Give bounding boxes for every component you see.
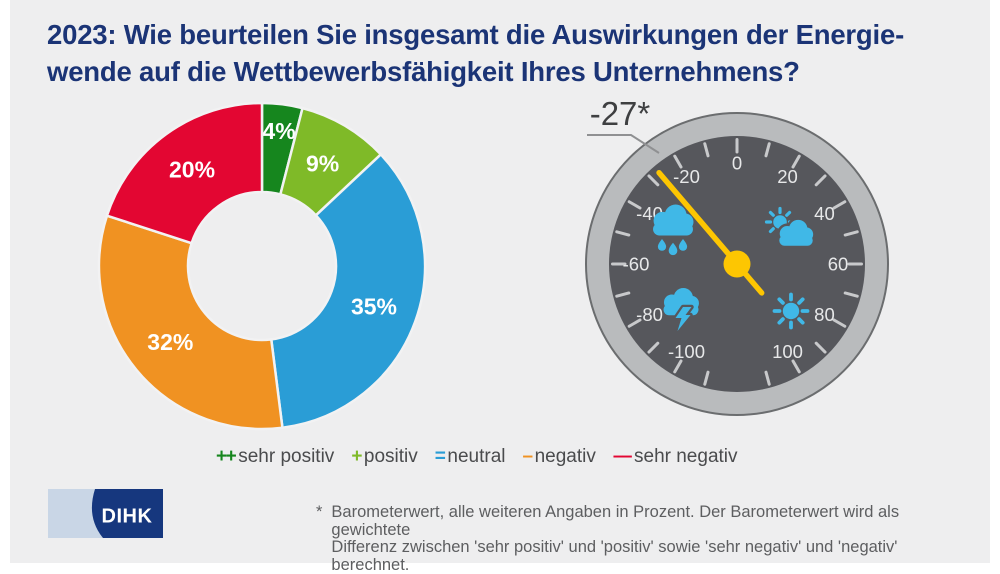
gauge-tick — [647, 341, 660, 354]
donut-label-negativ: 32% — [147, 329, 193, 355]
legend: ++ sehr positiv + positiv = neutral – ne… — [216, 446, 738, 468]
footnote-marker: * — [316, 503, 323, 521]
rain-cloud-icon — [653, 204, 694, 256]
legend-label-neutral: neutral — [447, 446, 506, 467]
chart-title: 2023: Wie beurteilen Sie insgesamt die A… — [47, 19, 905, 87]
legend-symbol-negativ: – — [522, 446, 534, 467]
donut-segment-neutral — [270, 153, 427, 429]
donut-chart-container: 4% 9% 35% 32% 20% — [94, 98, 430, 434]
gauge-tick — [764, 370, 771, 386]
gauge-tick — [673, 359, 683, 374]
gauge-axis-label: 100 — [772, 341, 803, 362]
gauge-tick — [814, 174, 827, 187]
footnote-text: Barometerwert, alle weiteren Angaben in … — [331, 503, 900, 574]
gauge-needle-hub — [723, 250, 751, 278]
legend-symbol-neutral: = — [434, 446, 446, 467]
gauge-tick — [791, 154, 801, 169]
gauge-value-label: -27* — [590, 95, 651, 132]
gauge-tick — [764, 142, 771, 158]
gauge-tick — [673, 154, 683, 169]
legend-label-negativ: negativ — [534, 446, 596, 467]
legend-item-positiv: + positiv — [351, 446, 417, 468]
legend-item-sehr-negativ: –– sehr negativ — [613, 446, 738, 468]
logo-text: DIHK — [102, 506, 153, 528]
thunder-cloud-icon — [663, 288, 699, 334]
legend-item-neutral: = neutral — [435, 446, 506, 468]
gauge-axis-label: -100 — [668, 341, 705, 362]
gauge-tick — [814, 341, 827, 354]
legend-label-sehr-positiv: sehr positiv — [238, 446, 335, 467]
gauge-chart-container: -100 -80 -60 -40 -20 0 20 40 60 80 100 -27* — [557, 84, 917, 444]
footnote: * Barometerwert, alle weiteren Angaben i… — [316, 503, 976, 574]
gauge-tick — [843, 291, 859, 298]
donut-label-sehr-positiv: 4% — [262, 118, 295, 144]
legend-symbol-sehr-negativ: –– — [612, 446, 633, 467]
logo-dark-field — [91, 489, 163, 538]
donut-segment-sehr-negativ — [105, 101, 264, 245]
gauge-axis-label: 80 — [814, 304, 835, 325]
gauge-tick — [791, 359, 801, 374]
dihk-logo: DIHK — [48, 489, 163, 538]
donut-label-positiv: 9% — [306, 151, 339, 177]
gauge-tick — [627, 200, 642, 210]
gauge-axis-label: 20 — [777, 166, 798, 187]
gauge-tick — [615, 291, 631, 298]
gauge-axis-label: -80 — [636, 304, 663, 325]
gauge-tick — [703, 370, 710, 386]
gauge-tick — [703, 142, 710, 158]
donut-label-sehr-negativ: 20% — [169, 157, 215, 183]
gauge-axis-label: -60 — [623, 254, 650, 275]
legend-label-sehr-negativ: sehr negativ — [634, 446, 738, 467]
gauge-tick — [832, 200, 847, 210]
gauge-value-leader-line — [587, 134, 660, 154]
donut-chart: 4% 9% 35% 32% 20% — [97, 101, 427, 431]
gauge-tick — [615, 230, 631, 237]
legend-item-sehr-positiv: ++ sehr positiv — [216, 446, 334, 468]
legend-label-positiv: positiv — [363, 446, 418, 467]
legend-symbol-positiv: + — [351, 446, 362, 467]
sun-icon — [772, 292, 810, 330]
gauge-tick — [627, 318, 642, 328]
gauge-axis-label: 40 — [814, 203, 835, 224]
gauge-tick — [647, 174, 660, 187]
legend-symbol-sehr-positiv: ++ — [216, 446, 237, 467]
sun-behind-cloud-icon — [764, 206, 816, 249]
infographic-panel: 2023: Wie beurteilen Sie insgesamt die A… — [10, 0, 990, 573]
gauge-axis-label: 0 — [732, 153, 742, 174]
gauge-tick — [843, 230, 859, 237]
gauge-axis-label: -20 — [673, 166, 700, 187]
legend-item-negativ: – negativ — [523, 446, 596, 468]
gauge-axis-label: 60 — [828, 254, 849, 275]
dihk-logo-image: DIHK — [48, 489, 163, 538]
gauge-tick — [832, 318, 847, 328]
donut-segment-negativ — [97, 214, 284, 431]
donut-label-neutral: 35% — [351, 293, 397, 319]
